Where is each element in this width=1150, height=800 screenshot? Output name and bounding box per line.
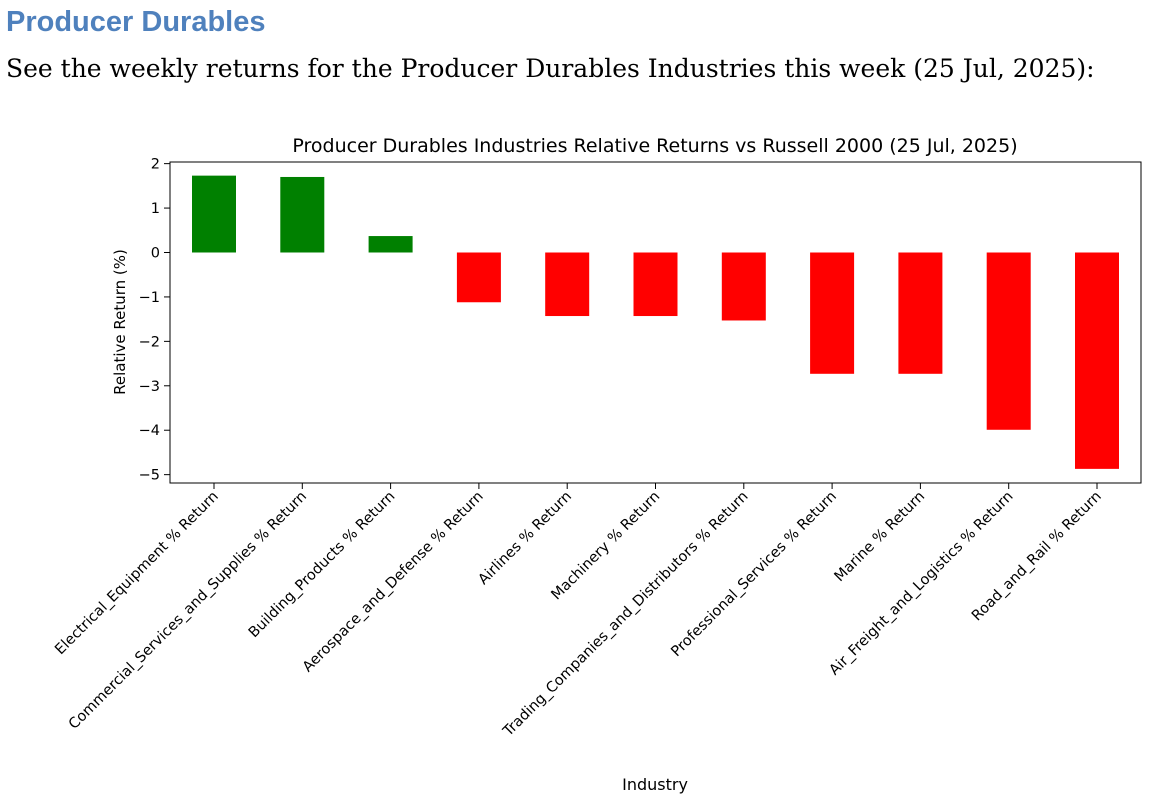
x-tick-label-8: Marine % Return xyxy=(832,489,929,586)
x-tick-label-7: Professional_Services % Return xyxy=(668,489,840,661)
x-tick-label-4: Airlines % Return xyxy=(476,489,576,589)
bar-6 xyxy=(721,252,766,321)
bar-10 xyxy=(1075,252,1119,469)
page-heading: Producer Durables xyxy=(6,6,266,38)
bar-5 xyxy=(633,252,678,317)
chart-title: Producer Durables Industries Relative Re… xyxy=(292,135,1017,157)
y-tick-label-2: 0 xyxy=(151,246,160,262)
bar-0 xyxy=(192,175,236,253)
bar-1 xyxy=(280,176,325,253)
x-tick-label-0: Electrical_Equipment % Return xyxy=(52,489,222,659)
bar-3 xyxy=(456,252,501,303)
y-tick-label-7: −5 xyxy=(139,468,160,484)
y-tick-label-0: 2 xyxy=(151,157,160,173)
x-tick-label-3: Aerospace_and_Defense % Return xyxy=(300,489,487,676)
bar-8 xyxy=(898,252,943,374)
bar-9 xyxy=(986,252,1031,430)
y-tick-label-1: 1 xyxy=(151,201,160,217)
bar-4 xyxy=(545,252,590,317)
y-tick-label-4: −2 xyxy=(139,334,160,350)
bar-7 xyxy=(810,252,855,374)
y-tick-label-3: −1 xyxy=(139,290,160,306)
y-axis-label: Relative Return (%) xyxy=(111,249,129,395)
y-tick-label-6: −4 xyxy=(139,423,160,439)
intro-text: See the weekly returns for the Producer … xyxy=(6,54,1095,83)
bar-2 xyxy=(368,236,413,253)
y-tick-label-5: −3 xyxy=(139,379,160,395)
x-tick-label-2: Building_Products % Return xyxy=(246,489,399,642)
x-tick-label-9: Air_Freight_and_Logistics % Return xyxy=(827,489,1017,679)
x-axis-label: Industry xyxy=(622,775,688,794)
